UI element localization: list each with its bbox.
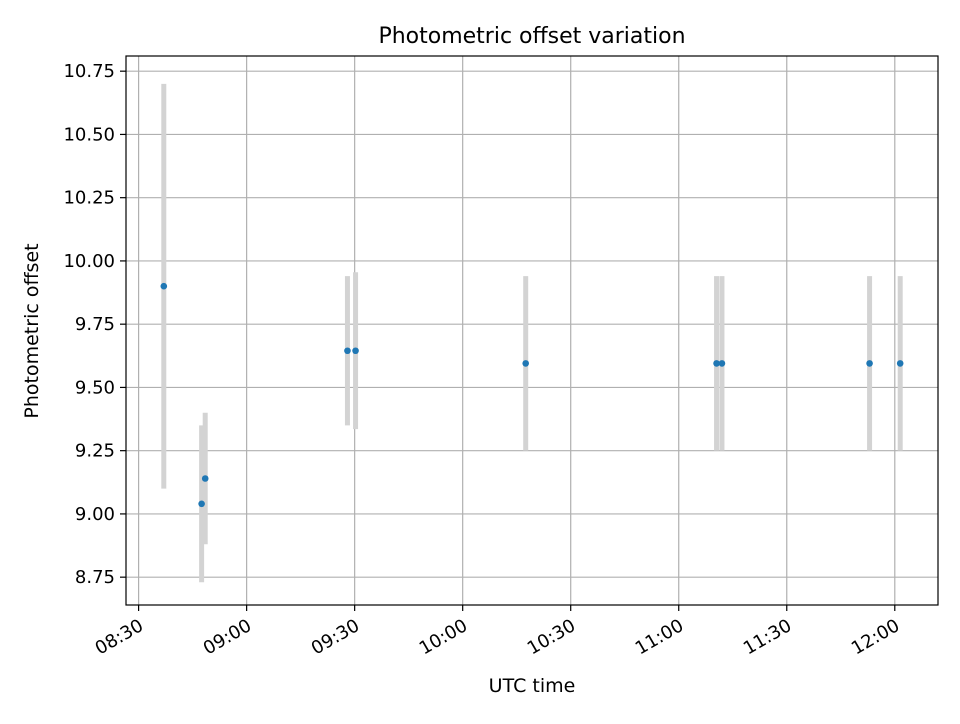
data-point (896, 360, 904, 367)
y-axis-label: Photometric offset (21, 243, 43, 418)
y-tick-label: 9.75 (75, 314, 115, 335)
y-tick-label: 10.75 (63, 61, 115, 82)
data-point (352, 347, 359, 355)
y-tick-label: 10.25 (63, 188, 115, 209)
data-point (866, 360, 873, 367)
y-tick-label: 10.50 (63, 124, 115, 145)
y-tick-label: 8.75 (75, 567, 115, 588)
y-tick-label: 10.00 (63, 251, 115, 272)
data-point (198, 500, 205, 508)
data-point (160, 282, 168, 290)
data-points (160, 282, 904, 508)
x-axis-label: UTC time (489, 675, 576, 697)
data-point (201, 475, 209, 482)
grid (126, 56, 938, 605)
data-point (713, 360, 720, 367)
y-tick-label: 9.50 (75, 377, 115, 398)
chart-title: Photometric offset variation (378, 24, 685, 49)
y-axis: 8.75 9.00 9.25 9.50 9.75 10.00 10.25 10.50 10.75 (63, 61, 126, 588)
data-point (344, 347, 351, 355)
y-tick-label: 9.00 (75, 504, 115, 525)
data-point (522, 360, 529, 367)
plot-frame (125, 55, 939, 606)
data-point (718, 360, 726, 367)
y-tick-label: 9.25 (75, 441, 115, 462)
